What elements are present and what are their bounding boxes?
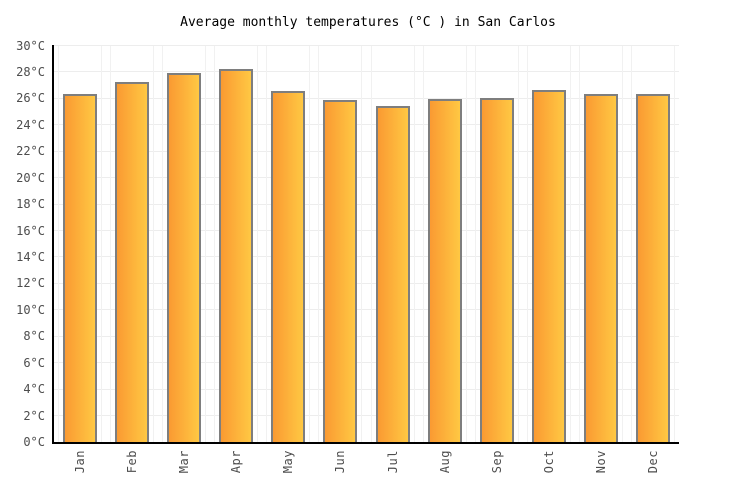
- grid-line: [54, 362, 679, 364]
- y-tick-label: 0°C: [23, 435, 45, 449]
- grid-line: [54, 177, 679, 179]
- temperature-bar-feb[interactable]: [115, 81, 150, 442]
- column-band: [266, 45, 311, 442]
- column-band: [58, 45, 103, 442]
- temperature-bar-jun[interactable]: [323, 100, 358, 442]
- y-tick-label: 14°C: [16, 249, 45, 264]
- temperature-bar-apr[interactable]: [219, 68, 254, 442]
- x-tick-label: Aug: [437, 450, 452, 474]
- grid-line: [54, 282, 679, 284]
- month-label-wrap: Feb: [106, 450, 158, 473]
- grid-line: [54, 335, 679, 337]
- x-tick-label: Jan: [73, 450, 88, 474]
- temperature-bar-mar[interactable]: [167, 72, 202, 442]
- temperature-bar-oct[interactable]: [531, 89, 566, 442]
- x-tick-label: Nov: [593, 450, 608, 474]
- grid-line: [54, 230, 679, 232]
- column-band: [422, 45, 467, 442]
- month-column: Apr: [210, 45, 262, 473]
- month-column: Dec: [627, 45, 679, 473]
- x-tick-label: Oct: [541, 450, 556, 474]
- month-column: Jun: [314, 45, 366, 473]
- grid-line: [54, 415, 679, 417]
- temperature-bar-sep[interactable]: [479, 97, 514, 442]
- column-band: [526, 45, 571, 442]
- grid-line: [54, 256, 679, 258]
- x-tick-label: Mar: [177, 450, 192, 474]
- y-tick-label: 16°C: [16, 223, 45, 238]
- month-label-wrap: Apr: [210, 450, 262, 473]
- temperature-bar-jul[interactable]: [375, 105, 410, 442]
- y-tick-label: 8°C: [23, 329, 45, 344]
- column-band: [474, 45, 519, 442]
- column-band: [214, 45, 259, 442]
- month-label-wrap: Aug: [419, 450, 471, 473]
- month-label-wrap: Jun: [314, 450, 366, 473]
- month-label-wrap: Dec: [627, 450, 679, 473]
- y-tick-label: 18°C: [16, 197, 45, 212]
- x-tick-label: Sep: [489, 450, 504, 474]
- x-tick-label: Jun: [333, 450, 348, 474]
- month-column: Sep: [471, 45, 523, 473]
- month-label-wrap: Jan: [54, 450, 106, 473]
- column-band: [630, 45, 675, 442]
- y-axis-tick-labels: 0°C 2°C 4°C 6°C 8°C 10°C 12°C 14°C 16°C 18°C 20°C 2…: [0, 39, 45, 450]
- temperature-bar-jan[interactable]: [63, 93, 98, 442]
- grid-line: [54, 45, 679, 46]
- temperature-bar-aug[interactable]: [427, 99, 462, 442]
- grid-line: [54, 309, 679, 311]
- grid-line: [54, 97, 679, 99]
- month-column: Aug: [419, 45, 471, 473]
- column-band: [370, 45, 415, 442]
- month-label-wrap: Nov: [575, 450, 627, 473]
- y-tick-label: 30°C: [16, 38, 45, 53]
- chart-title: Average monthly temperatures (°C ) in Sa…: [180, 15, 556, 30]
- x-tick-label: Jul: [385, 450, 400, 474]
- month-label-wrap: Mar: [158, 450, 210, 473]
- column-band: [162, 45, 207, 442]
- y-tick-label: 24°C: [16, 117, 45, 132]
- y-tick-label: 28°C: [16, 64, 45, 79]
- grid-line: [54, 388, 679, 390]
- y-tick-label: 2°C: [23, 408, 45, 423]
- x-tick-label: May: [281, 450, 296, 474]
- x-tick-label: Dec: [645, 450, 660, 474]
- y-tick-label: 4°C: [23, 382, 45, 397]
- y-tick-label: 26°C: [16, 91, 45, 106]
- plot-area: Jan Feb Mar Apr May Jun Jul Aug Sep Oct Nov Dec: [54, 45, 679, 473]
- month-label-wrap: May: [262, 450, 314, 473]
- month-label-wrap: Oct: [523, 450, 575, 473]
- grid-line: [54, 203, 679, 205]
- month-label-wrap: Jul: [367, 450, 419, 473]
- y-tick-label: 22°C: [16, 144, 45, 159]
- temperature-bar-may[interactable]: [271, 91, 306, 442]
- month-column: Nov: [575, 45, 627, 473]
- month-column: Jul: [367, 45, 419, 473]
- month-column: Jan: [54, 45, 106, 473]
- temperature-bar-dec[interactable]: [635, 93, 670, 442]
- column-band: [578, 45, 623, 442]
- column-band: [110, 45, 155, 442]
- column-band: [318, 45, 363, 442]
- x-axis-line: [52, 442, 679, 444]
- y-axis-line: [52, 45, 54, 444]
- month-label-wrap: Sep: [471, 450, 523, 473]
- x-tick-label: Apr: [229, 450, 244, 474]
- y-tick-label: 10°C: [16, 302, 45, 317]
- grid-line: [54, 150, 679, 152]
- grid-line: [54, 71, 679, 73]
- x-tick-label: Feb: [125, 450, 140, 474]
- month-column: Feb: [106, 45, 158, 473]
- month-column: Oct: [523, 45, 575, 473]
- grid-line: [54, 124, 679, 126]
- temperature-bar-nov[interactable]: [583, 93, 618, 442]
- y-tick-label: 6°C: [23, 355, 45, 370]
- month-column: May: [262, 45, 314, 473]
- y-tick-label: 12°C: [16, 276, 45, 291]
- y-tick-label: 20°C: [16, 170, 45, 185]
- month-column: Mar: [158, 45, 210, 473]
